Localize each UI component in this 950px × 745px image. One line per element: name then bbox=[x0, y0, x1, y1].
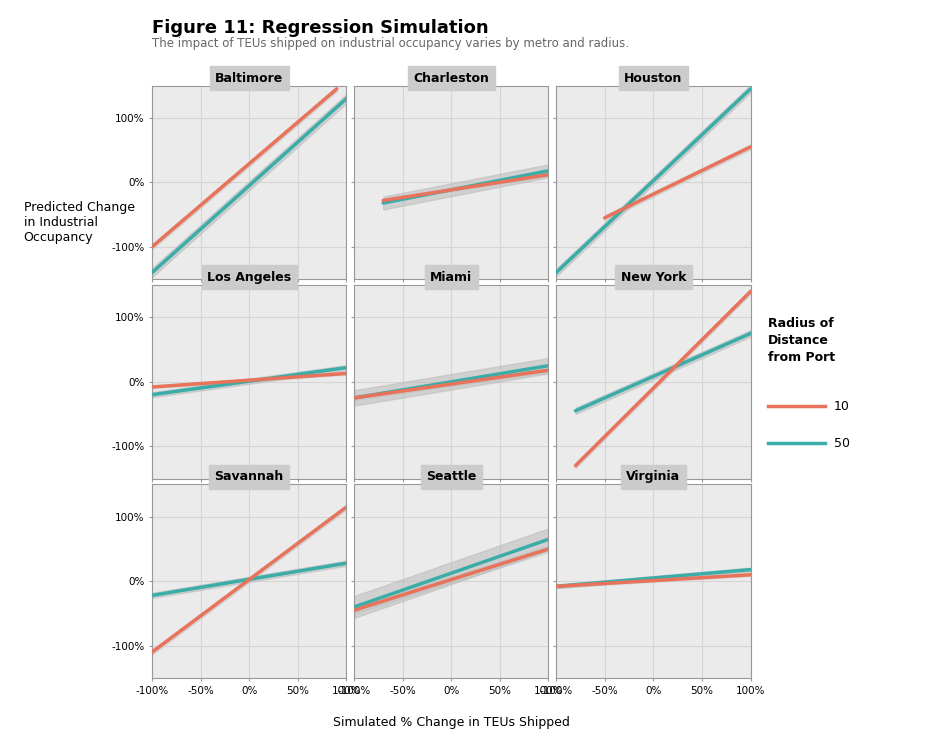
Title: New York: New York bbox=[620, 271, 686, 284]
Title: Miami: Miami bbox=[430, 271, 472, 284]
Text: Radius of
Distance
from Port: Radius of Distance from Port bbox=[768, 317, 835, 364]
Text: Simulated % Change in TEUs Shipped: Simulated % Change in TEUs Shipped bbox=[332, 716, 570, 729]
Text: Predicted Change
in Industrial
Occupancy: Predicted Change in Industrial Occupancy bbox=[24, 201, 135, 244]
Text: Figure 11: Regression Simulation: Figure 11: Regression Simulation bbox=[152, 19, 488, 37]
Title: Los Angeles: Los Angeles bbox=[207, 271, 292, 284]
Text: The impact of TEUs shipped on industrial occupancy varies by metro and radius.: The impact of TEUs shipped on industrial… bbox=[152, 37, 629, 50]
Text: 50: 50 bbox=[834, 437, 850, 450]
Title: Savannah: Savannah bbox=[215, 470, 284, 484]
Title: Virginia: Virginia bbox=[626, 470, 680, 484]
Title: Baltimore: Baltimore bbox=[215, 72, 283, 84]
Title: Seattle: Seattle bbox=[426, 470, 477, 484]
Title: Houston: Houston bbox=[624, 72, 682, 84]
Text: 10: 10 bbox=[834, 399, 850, 413]
Title: Charleston: Charleston bbox=[413, 72, 489, 84]
